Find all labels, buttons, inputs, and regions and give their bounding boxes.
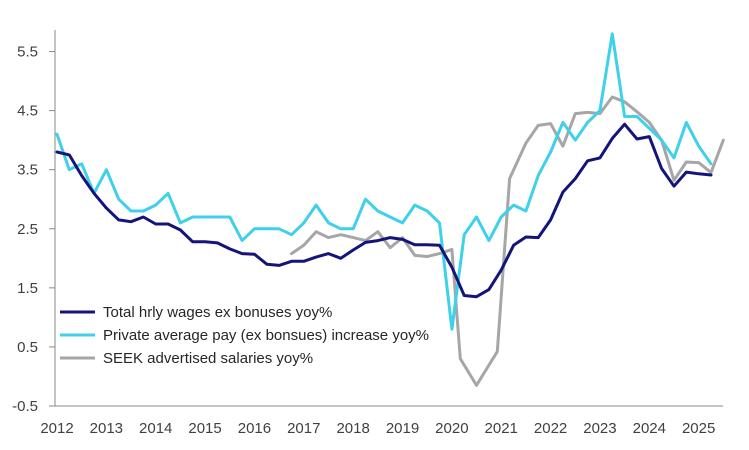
- x-tick-label: 2021: [485, 420, 518, 437]
- y-axis: -0.5 0.5 1.5 2.5 3.5 4.5 5.5: [12, 44, 55, 415]
- series-line-seek-advertised-salaries: [290, 95, 725, 387]
- legend-item: Total hrly wages ex bonuses yoy%: [60, 304, 332, 321]
- y-tick-label: 4.5: [17, 103, 38, 120]
- series-line-total-hourly-wages: [55, 122, 713, 299]
- y-tick: 1.5: [17, 280, 55, 297]
- x-tick-label: 2023: [583, 420, 616, 437]
- y-tick-label: 2.5: [17, 221, 38, 238]
- x-tick-label: 2022: [534, 420, 567, 437]
- y-tick: 3.5: [17, 162, 55, 179]
- x-tick-label: 2024: [633, 420, 666, 437]
- y-tick-label: 3.5: [17, 162, 38, 179]
- x-tick-label: 2019: [386, 420, 419, 437]
- legend-item: Private average pay (ex bonsues) increas…: [60, 327, 429, 344]
- x-tick-label: 2012: [40, 420, 73, 437]
- x-tick-label: 2018: [336, 420, 369, 437]
- y-tick: 5.5: [17, 44, 55, 61]
- x-tick-label: 2015: [188, 420, 221, 437]
- x-tick-label: 2025: [682, 420, 715, 437]
- series-line-private-average-pay: [55, 32, 713, 331]
- legend-item: SEEK advertised salaries yoy%: [60, 350, 313, 367]
- y-tick-label: 1.5: [17, 280, 38, 297]
- legend-label: SEEK advertised salaries yoy%: [103, 350, 313, 367]
- x-tick-label: 2013: [90, 420, 123, 437]
- legend: Total hrly wages ex bonuses yoy% Private…: [60, 304, 429, 367]
- x-axis: 2012 2013 2014 2015 2016 2017 2018 2019 …: [40, 420, 715, 437]
- x-tick-label: 2014: [139, 420, 172, 437]
- series-lines: [55, 32, 725, 387]
- y-tick-label: 0.5: [17, 339, 38, 356]
- legend-label: Private average pay (ex bonsues) increas…: [103, 327, 429, 344]
- y-tick-label: 5.5: [17, 44, 38, 61]
- y-tick: -0.5: [12, 398, 55, 415]
- x-tick-label: 2020: [435, 420, 468, 437]
- x-tick-label: 2016: [238, 420, 271, 437]
- legend-label: Total hrly wages ex bonuses yoy%: [103, 304, 332, 321]
- y-tick: 0.5: [17, 339, 55, 356]
- y-tick: 4.5: [17, 103, 55, 120]
- y-tick-label: -0.5: [12, 398, 38, 415]
- x-tick-label: 2017: [287, 420, 320, 437]
- y-tick: 2.5: [17, 221, 55, 238]
